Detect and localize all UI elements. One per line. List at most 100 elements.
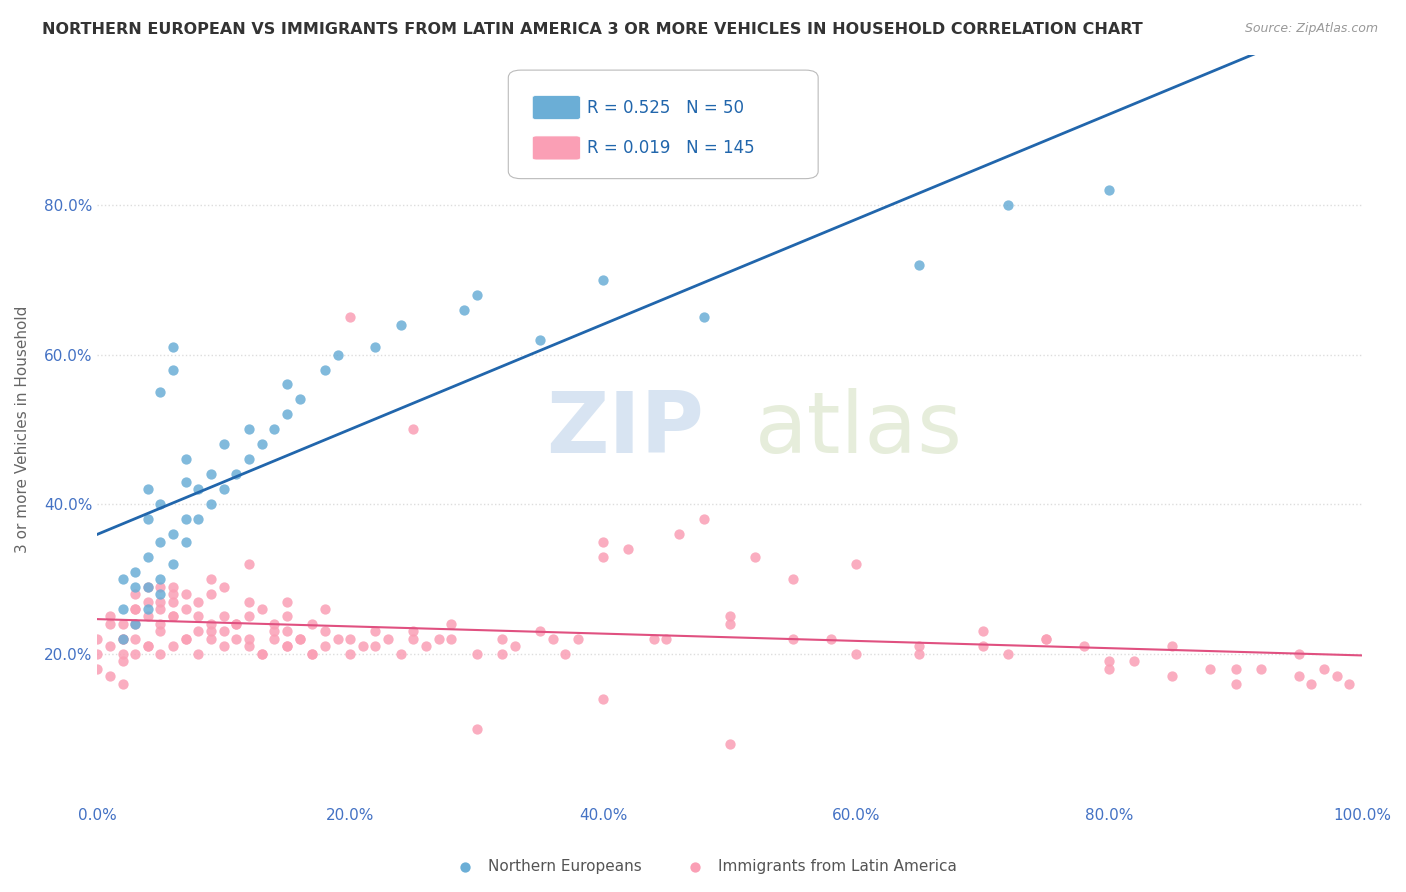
Point	[529, 624, 551, 639]
Point	[86, 647, 108, 661]
Point	[111, 602, 134, 616]
Point	[1225, 662, 1247, 676]
Point	[225, 467, 247, 482]
Point	[162, 609, 184, 624]
Point	[339, 310, 361, 325]
Point	[250, 602, 273, 616]
Point	[136, 580, 159, 594]
Point	[136, 594, 159, 608]
Point	[124, 647, 146, 661]
Point	[124, 602, 146, 616]
Point	[162, 527, 184, 541]
Point	[124, 565, 146, 579]
Point	[136, 602, 159, 616]
Point	[301, 647, 323, 661]
Point	[465, 722, 488, 736]
Point	[238, 632, 260, 646]
Point	[845, 557, 868, 571]
Point	[997, 647, 1019, 661]
Point	[200, 617, 222, 632]
Point	[136, 512, 159, 526]
Point	[744, 549, 766, 564]
Point	[238, 422, 260, 436]
Point	[377, 632, 399, 646]
Point	[908, 640, 931, 654]
Point	[364, 340, 387, 354]
Point	[314, 640, 336, 654]
Point	[1199, 662, 1222, 676]
Point	[86, 632, 108, 646]
Point	[1098, 183, 1121, 197]
Point	[238, 557, 260, 571]
Point	[238, 594, 260, 608]
Point	[162, 587, 184, 601]
Point	[782, 572, 804, 586]
Point	[529, 333, 551, 347]
Point	[908, 258, 931, 272]
Point	[174, 475, 197, 489]
Point	[440, 632, 463, 646]
Point	[212, 580, 235, 594]
Point	[136, 580, 159, 594]
Point	[162, 557, 184, 571]
Point	[972, 640, 994, 654]
Point	[187, 609, 209, 624]
Point	[554, 647, 576, 661]
Point	[174, 534, 197, 549]
Point	[997, 198, 1019, 212]
Point	[845, 647, 868, 661]
Point	[276, 377, 298, 392]
Text: NORTHERN EUROPEAN VS IMMIGRANTS FROM LATIN AMERICA 3 OR MORE VEHICLES IN HOUSEHO: NORTHERN EUROPEAN VS IMMIGRANTS FROM LAT…	[42, 22, 1143, 37]
Y-axis label: 3 or more Vehicles in Household: 3 or more Vehicles in Household	[15, 306, 30, 553]
Point	[149, 587, 172, 601]
Point	[162, 609, 184, 624]
Text: ZIP: ZIP	[547, 388, 704, 471]
Point	[567, 632, 589, 646]
Point	[124, 602, 146, 616]
Point	[250, 437, 273, 451]
Point	[617, 542, 640, 557]
Point	[402, 624, 425, 639]
Point	[174, 632, 197, 646]
Point	[225, 617, 247, 632]
Point	[1035, 632, 1057, 646]
Point	[288, 632, 311, 646]
Point	[592, 534, 614, 549]
Point	[136, 482, 159, 496]
Point	[1288, 647, 1310, 661]
Legend: Northern Europeans, Immigrants from Latin America: Northern Europeans, Immigrants from Lati…	[443, 853, 963, 880]
Point	[136, 549, 159, 564]
Point	[212, 609, 235, 624]
Point	[288, 392, 311, 407]
Point	[162, 594, 184, 608]
Point	[491, 632, 513, 646]
Point	[149, 572, 172, 586]
Point	[162, 640, 184, 654]
Point	[149, 617, 172, 632]
Text: R = 0.019   N = 145: R = 0.019 N = 145	[586, 139, 755, 157]
Point	[98, 640, 121, 654]
Point	[503, 640, 526, 654]
Point	[718, 609, 741, 624]
Point	[111, 654, 134, 668]
Point	[718, 617, 741, 632]
Point	[187, 482, 209, 496]
FancyBboxPatch shape	[533, 136, 581, 160]
Point	[212, 640, 235, 654]
FancyBboxPatch shape	[533, 95, 581, 120]
Point	[1073, 640, 1095, 654]
Point	[402, 632, 425, 646]
Point	[718, 737, 741, 751]
Point	[111, 677, 134, 691]
Point	[668, 527, 690, 541]
Point	[162, 580, 184, 594]
Point	[541, 632, 564, 646]
Point	[908, 647, 931, 661]
Point	[415, 640, 437, 654]
Point	[124, 587, 146, 601]
Point	[1301, 677, 1323, 691]
Text: R = 0.525   N = 50: R = 0.525 N = 50	[586, 98, 744, 117]
Point	[314, 624, 336, 639]
Point	[693, 310, 716, 325]
Point	[972, 624, 994, 639]
